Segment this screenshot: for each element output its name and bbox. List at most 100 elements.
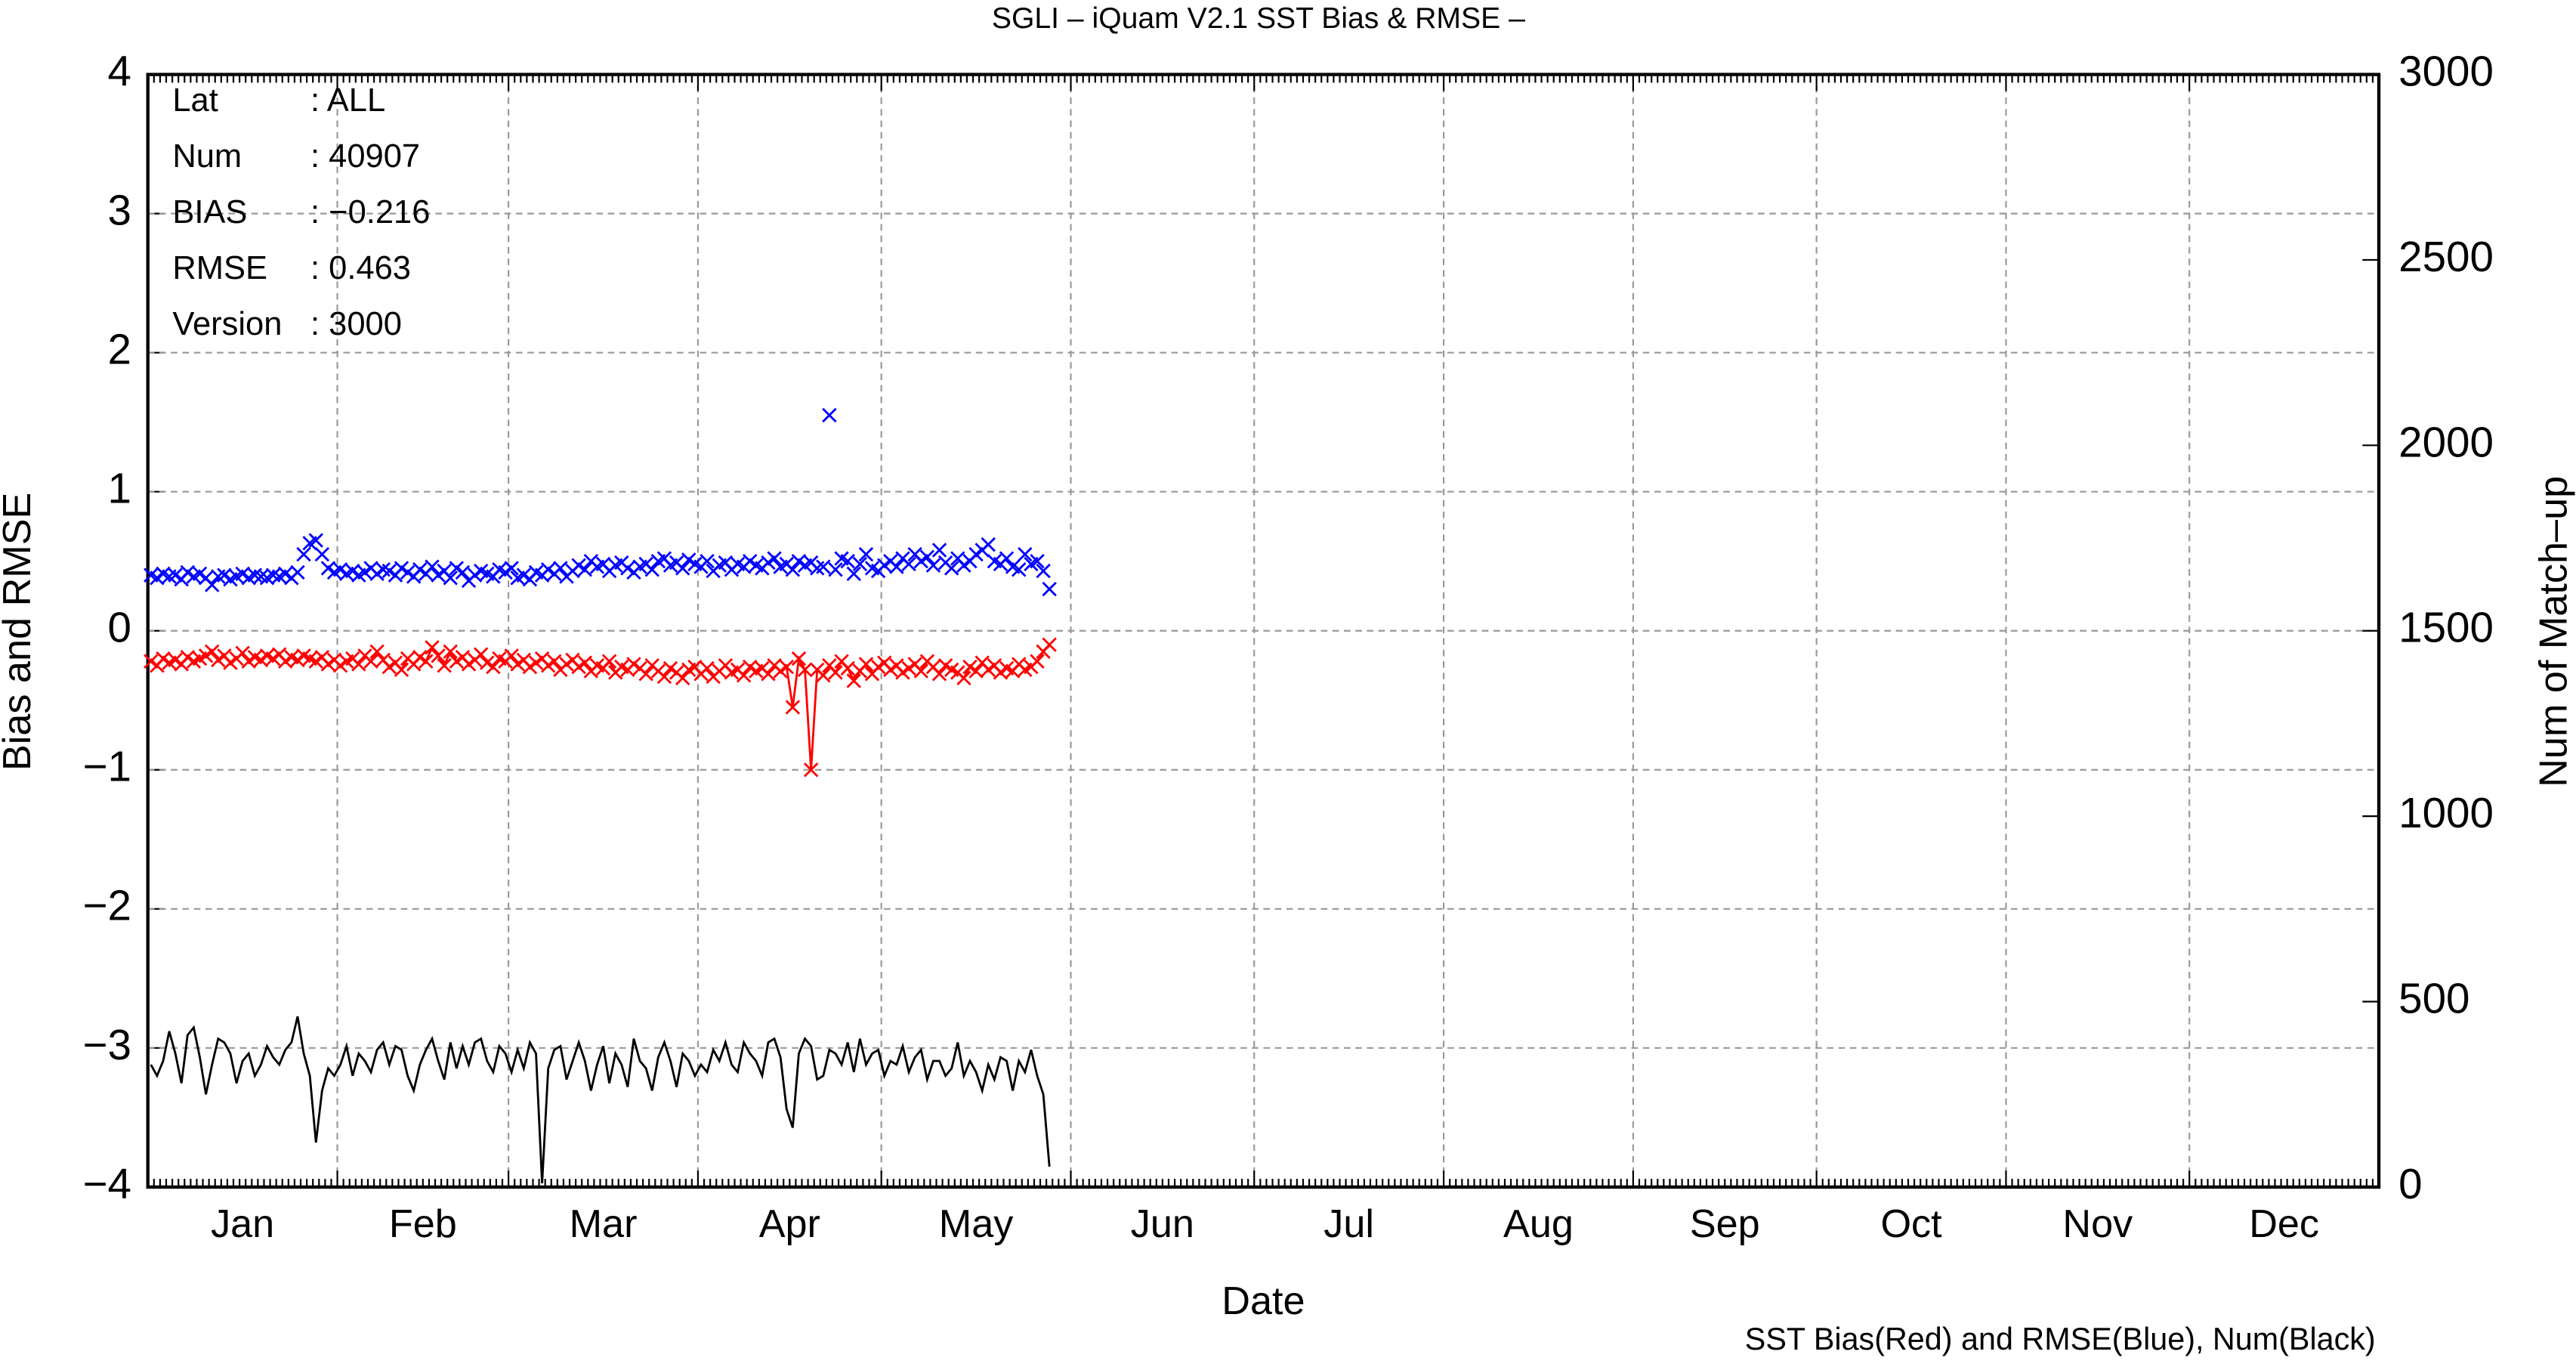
x-tick-label: Jun <box>1131 1202 1194 1246</box>
point-marker <box>663 660 678 676</box>
point-marker <box>332 562 348 577</box>
stat-value: : 40907 <box>310 138 420 175</box>
point-marker <box>308 533 323 548</box>
point-marker <box>816 559 831 574</box>
y-tick-label: 3 <box>108 187 131 234</box>
point-marker <box>816 667 831 683</box>
point-marker <box>150 571 165 586</box>
x-tick-label: Sep <box>1690 1202 1760 1246</box>
point-marker <box>308 654 323 669</box>
point-marker <box>700 660 715 676</box>
stat-value: : ALL <box>310 82 385 119</box>
y-axis-label: Bias and RMSE <box>0 493 39 771</box>
point-marker <box>320 657 336 672</box>
point-marker <box>553 561 568 576</box>
point-marker <box>767 551 782 566</box>
point-marker <box>901 556 916 572</box>
point-marker <box>901 660 916 676</box>
point-marker <box>761 555 776 571</box>
point-marker <box>168 567 183 583</box>
point-marker <box>381 563 397 579</box>
point-marker <box>351 657 366 672</box>
x-tick-label: Feb <box>389 1202 457 1246</box>
point-marker <box>846 566 861 581</box>
stat-value: : 0.463 <box>310 250 411 286</box>
point-marker <box>480 655 495 670</box>
point-marker <box>437 658 452 673</box>
stat-value: : −0.216 <box>310 194 430 230</box>
point-marker <box>474 647 489 662</box>
point-marker <box>443 644 458 660</box>
point-marker <box>895 665 910 680</box>
point-marker <box>803 762 819 778</box>
point-marker <box>198 648 214 663</box>
point-marker <box>889 559 904 574</box>
point-marker <box>1030 654 1045 669</box>
y-tick-label: −3 <box>83 1021 131 1068</box>
point-marker <box>516 567 532 583</box>
point-marker <box>675 670 690 686</box>
point-marker <box>559 657 574 672</box>
point-marker <box>571 659 586 675</box>
point-marker <box>577 655 592 670</box>
point-marker <box>761 666 776 682</box>
point-marker <box>180 650 196 665</box>
point-marker <box>443 571 458 586</box>
point-marker <box>235 566 250 581</box>
y2-tick-label: 2000 <box>2398 418 2494 465</box>
point-marker <box>320 561 336 576</box>
y2-tick-label: 0 <box>2398 1160 2422 1208</box>
point-marker <box>290 652 305 668</box>
point-marker <box>736 667 752 683</box>
point-marker <box>314 546 330 562</box>
point-marker <box>345 563 360 579</box>
point-marker <box>504 561 519 576</box>
point-marker <box>931 666 947 682</box>
point-marker <box>931 543 947 558</box>
y-tick-label: 4 <box>108 48 131 95</box>
point-marker <box>981 537 996 552</box>
point-marker <box>840 554 855 569</box>
point-marker <box>192 566 208 581</box>
point-marker <box>601 654 617 669</box>
point-marker <box>528 655 544 670</box>
y2-tick-label: 1500 <box>2398 604 2494 651</box>
x-axis-label: Date <box>1222 1279 1305 1323</box>
stat-label: Lat <box>172 82 218 119</box>
point-marker <box>956 670 971 686</box>
point-marker <box>675 561 690 576</box>
x-tick-label: Jul <box>1324 1202 1374 1246</box>
point-marker <box>913 663 928 679</box>
point-marker <box>278 654 293 669</box>
point-marker <box>357 564 372 580</box>
point-marker <box>180 564 196 580</box>
point-marker <box>419 654 434 669</box>
y-tick-label: 0 <box>108 604 131 651</box>
stat-label: RMSE <box>172 250 267 286</box>
x-tick-label: Jan <box>211 1202 274 1246</box>
point-marker <box>968 663 984 679</box>
point-marker <box>412 562 428 577</box>
plot-frame <box>146 73 2381 1189</box>
point-marker <box>510 657 525 672</box>
y2-tick-label: 3000 <box>2398 48 2494 95</box>
point-marker <box>858 546 874 562</box>
point-marker <box>870 659 886 675</box>
point-marker <box>541 658 556 673</box>
point-marker <box>241 654 256 669</box>
point-marker <box>919 549 935 564</box>
point-marker <box>211 652 226 668</box>
point-marker <box>223 655 238 670</box>
point-marker <box>877 558 892 573</box>
y2-tick-label: 500 <box>2398 974 2469 1022</box>
point-marker <box>498 564 513 580</box>
stat-label: BIAS <box>172 194 247 230</box>
point-marker <box>449 561 465 576</box>
point-marker <box>394 561 409 576</box>
point-marker <box>204 577 220 592</box>
stat-value: : 3000 <box>310 306 402 342</box>
point-marker <box>412 650 428 665</box>
point-marker <box>431 648 446 663</box>
